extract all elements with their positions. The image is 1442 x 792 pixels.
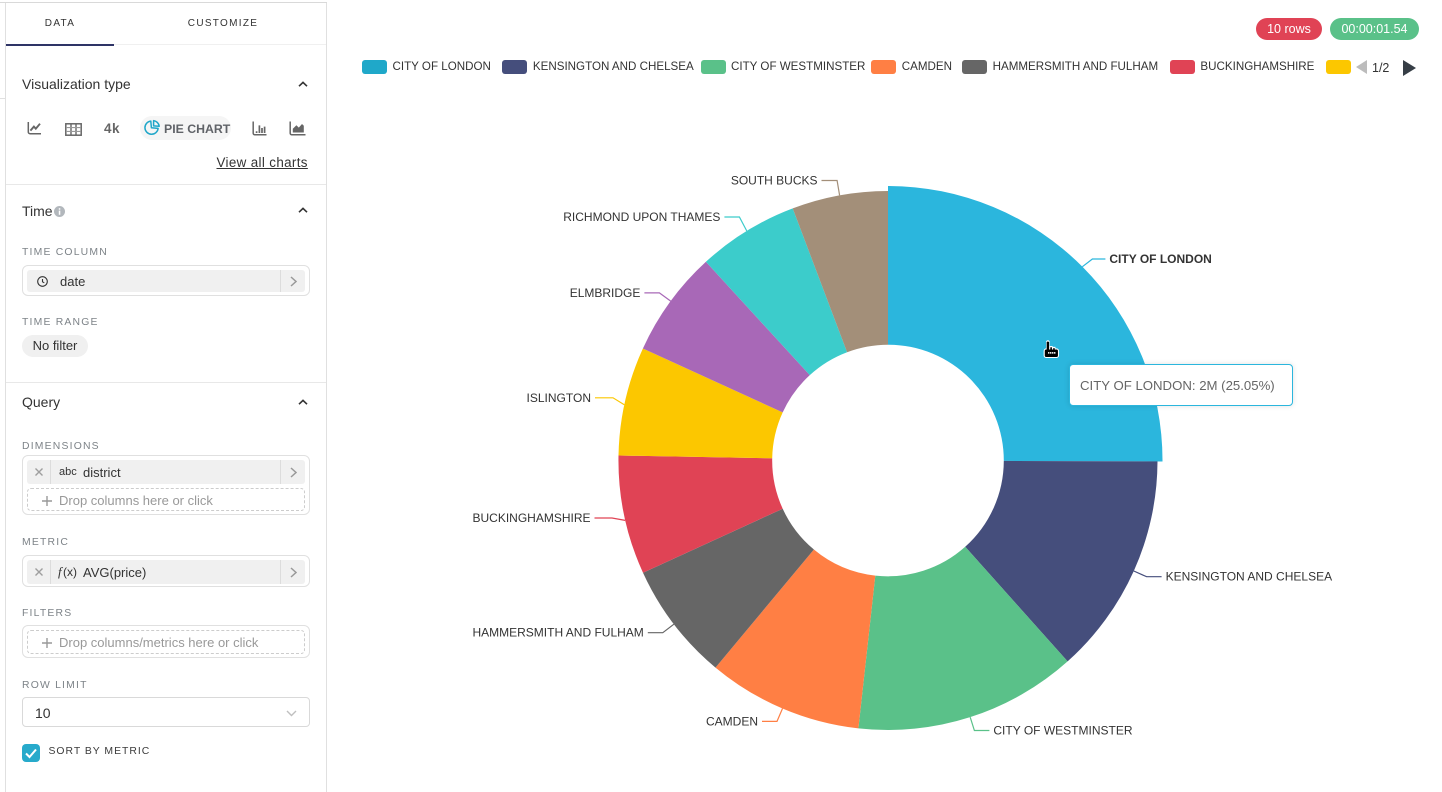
svg-text:ISLINGTON: ISLINGTON <box>527 391 591 405</box>
svg-text:ELMBRIDGE: ELMBRIDGE <box>570 286 641 300</box>
svg-text:CAMDEN: CAMDEN <box>706 714 758 728</box>
svg-text:RICHMOND UPON THAMES: RICHMOND UPON THAMES <box>563 210 720 224</box>
svg-text:SOUTH BUCKS: SOUTH BUCKS <box>731 174 818 188</box>
svg-text:CITY OF WESTMINSTER: CITY OF WESTMINSTER <box>993 724 1132 738</box>
svg-text:KENSINGTON AND CHELSEA: KENSINGTON AND CHELSEA <box>1166 570 1333 584</box>
svg-text:CITY OF LONDON: CITY OF LONDON <box>1109 252 1211 266</box>
svg-text:BUCKINGHAMSHIRE: BUCKINGHAMSHIRE <box>472 511 590 525</box>
svg-text:HAMMERSMITH AND FULHAM: HAMMERSMITH AND FULHAM <box>472 626 643 640</box>
